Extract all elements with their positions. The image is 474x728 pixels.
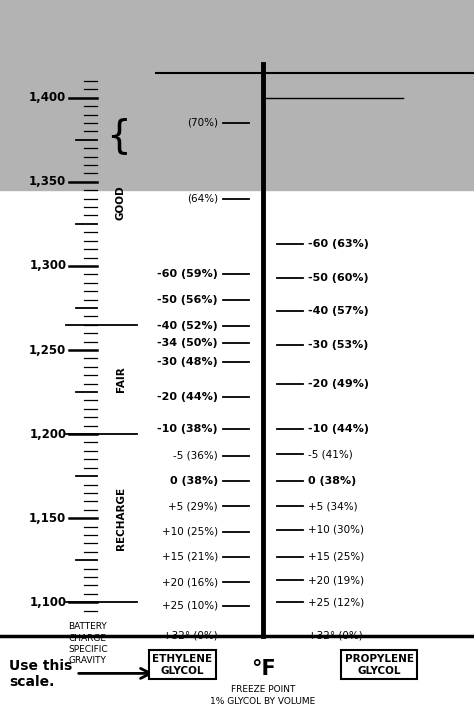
Text: 1,400: 1,400: [29, 91, 66, 104]
Text: +32° (0%): +32° (0%): [163, 631, 218, 641]
Text: {: {: [106, 116, 131, 154]
Text: BATTERY
CHARGE
SPECIFIC
GRAVITY: BATTERY CHARGE SPECIFIC GRAVITY: [68, 622, 108, 665]
Text: FAIR: FAIR: [116, 367, 126, 392]
Text: -10 (38%): -10 (38%): [157, 424, 218, 434]
Text: -60 (63%): -60 (63%): [308, 239, 369, 249]
Text: -50 (60%): -50 (60%): [308, 273, 369, 282]
Text: °F: °F: [251, 659, 275, 678]
Text: -34 (50%): -34 (50%): [157, 339, 218, 348]
Text: -30 (53%): -30 (53%): [308, 340, 368, 350]
Text: +15 (21%): +15 (21%): [162, 552, 218, 562]
Text: +25 (10%): +25 (10%): [162, 601, 218, 611]
Text: -20 (49%): -20 (49%): [308, 379, 369, 389]
Text: 0 (38%): 0 (38%): [170, 476, 218, 486]
Text: -40 (52%): -40 (52%): [157, 322, 218, 331]
Text: -60 (59%): -60 (59%): [157, 269, 218, 280]
Text: 1,200: 1,200: [29, 427, 66, 440]
Text: (70%): (70%): [187, 118, 218, 128]
Text: 0 (38%): 0 (38%): [308, 476, 356, 486]
Text: +5 (34%): +5 (34%): [308, 502, 358, 511]
Bar: [0, 0, 474, 51]
Text: +25 (12%): +25 (12%): [308, 597, 365, 607]
Text: +5 (29%): +5 (29%): [168, 502, 218, 511]
Text: FREEZE POINT
1% GLYCOL BY VOLUME: FREEZE POINT 1% GLYCOL BY VOLUME: [210, 685, 316, 706]
Text: Use this
scale.: Use this scale.: [9, 659, 73, 689]
Text: -30 (48%): -30 (48%): [157, 357, 218, 367]
Text: -5 (36%): -5 (36%): [173, 451, 218, 461]
Text: -40 (57%): -40 (57%): [308, 306, 369, 317]
Text: (64%): (64%): [187, 194, 218, 204]
Text: -50 (56%): -50 (56%): [157, 295, 218, 304]
Text: 1,350: 1,350: [29, 175, 66, 189]
Text: PROPYLENE
GLYCOL: PROPYLENE GLYCOL: [345, 654, 414, 676]
Text: ETHYLENE
GLYCOL: ETHYLENE GLYCOL: [153, 654, 212, 676]
Text: +10 (30%): +10 (30%): [308, 525, 364, 535]
Text: 1,150: 1,150: [29, 512, 66, 525]
Text: 1,300: 1,300: [29, 259, 66, 272]
Text: +15 (25%): +15 (25%): [308, 552, 365, 562]
Text: 1,100: 1,100: [29, 596, 66, 609]
Text: -10 (44%): -10 (44%): [308, 424, 369, 434]
Text: -5 (41%): -5 (41%): [308, 449, 353, 459]
Text: 1,250: 1,250: [29, 344, 66, 357]
Text: RECHARGE: RECHARGE: [116, 486, 126, 550]
Text: +32° (0%): +32° (0%): [308, 631, 363, 641]
Text: +20 (16%): +20 (16%): [162, 577, 218, 587]
Text: +20 (19%): +20 (19%): [308, 575, 364, 585]
Text: +10 (25%): +10 (25%): [162, 526, 218, 537]
Text: -20 (44%): -20 (44%): [157, 392, 218, 402]
Bar: [0, 0, 474, 190]
Text: GOOD: GOOD: [116, 186, 126, 220]
